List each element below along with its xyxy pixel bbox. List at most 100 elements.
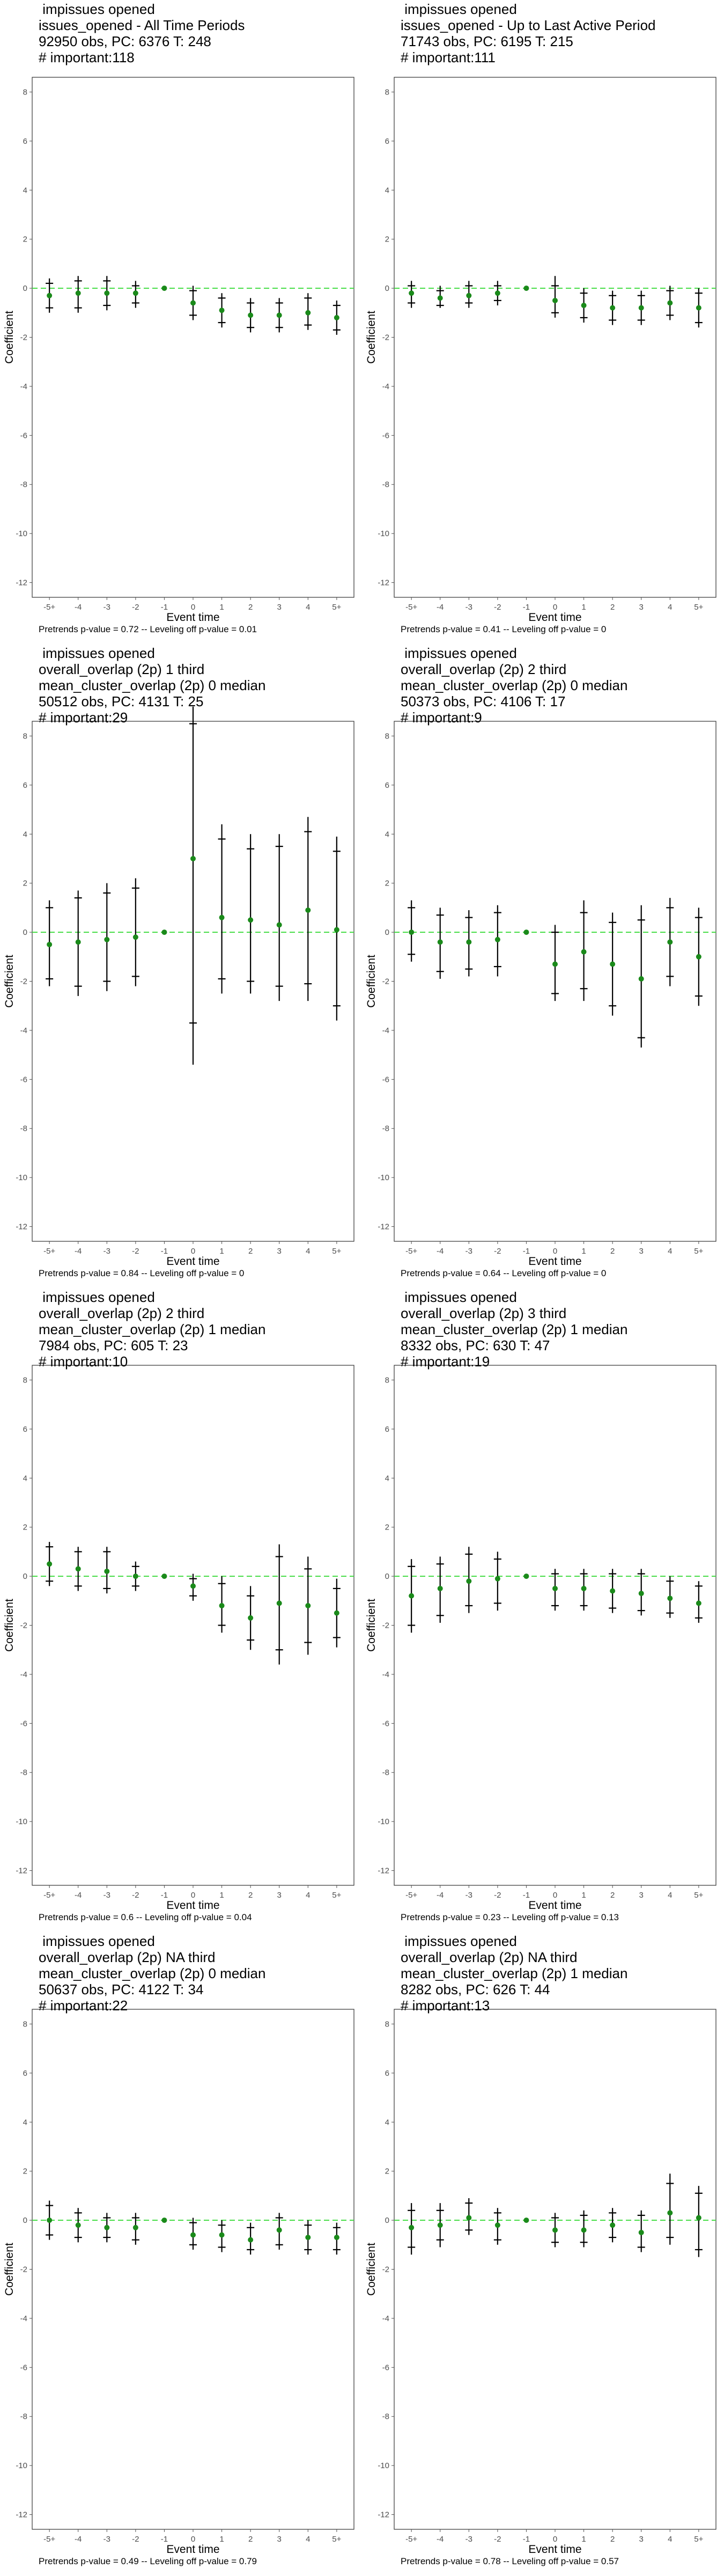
y-tick-label: 6 <box>385 137 389 146</box>
x-tick-label: 4 <box>306 1247 310 1256</box>
y-tick-label: -4 <box>20 2314 27 2323</box>
chart-title: impissues opened overall_overlap (2p) 3 t… <box>401 1289 627 1370</box>
y-tick-label: 4 <box>385 830 389 839</box>
x-tick-label: -4 <box>437 603 444 612</box>
title-line: overall_overlap (2p) 3 third <box>401 1305 567 1321</box>
x-tick-label: -4 <box>437 1891 444 1900</box>
coefficient-point <box>437 939 443 945</box>
x-axis-label: Event time <box>528 611 581 624</box>
y-tick-label: -6 <box>382 2363 389 2372</box>
y-axis-label: Coefficient <box>365 955 378 1008</box>
coefficient-point <box>190 855 196 861</box>
event-study-panel: 8 6 4 2 0 -2 -4 -6 -8 -10 -12 -5+ -4 -3 -2 -1 0 1 2 3 4 5+ Eve… <box>0 1288 362 1932</box>
y-tick-label: -12 <box>378 579 389 588</box>
title-line: 50512 obs, PC: 4131 T: 25 <box>39 693 204 709</box>
y-tick-label: 8 <box>385 731 389 741</box>
y-tick-label: -10 <box>378 2461 389 2470</box>
coefficient-point <box>248 2237 254 2243</box>
x-tick-label: 5+ <box>694 603 703 612</box>
chart-title: impissues opened issues_opened - All Time… <box>39 1 245 65</box>
y-tick-label: 8 <box>385 1375 389 1385</box>
x-tick-label: 1 <box>581 1891 586 1900</box>
x-tick-label: 4 <box>306 1891 310 1900</box>
y-tick-label: -2 <box>382 333 389 342</box>
x-tick-label: -3 <box>466 1247 472 1256</box>
x-tick-label: 1 <box>581 2535 586 2544</box>
title-line: overall_overlap (2p) NA third <box>39 1949 216 1965</box>
coefficient-point <box>581 2227 587 2233</box>
coefficient-point <box>437 1585 443 1591</box>
coefficient-point <box>219 2232 225 2238</box>
coefficient-point <box>104 2224 110 2230</box>
coefficient-point <box>75 290 81 296</box>
coefficient-point <box>523 1574 529 1579</box>
event-study-panel: 8 6 4 2 0 -2 -4 -6 -8 -10 -12 -5+ -4 -3 -2 -1 0 1 2 3 4 5+ Eve… <box>362 1288 724 1932</box>
coefficient-point <box>437 2222 443 2228</box>
chart-title: impissues opened overall_overlap (2p) NA … <box>401 1933 627 2014</box>
y-tick-label: 0 <box>23 284 27 293</box>
x-tick-label: 1 <box>219 2535 224 2544</box>
y-tick-label: -8 <box>382 1124 389 1133</box>
coefficient-point <box>696 305 701 311</box>
x-tick-label: 5+ <box>694 1891 703 1900</box>
y-tick-label: 6 <box>385 2069 389 2078</box>
coefficient-point <box>219 1602 225 1608</box>
y-tick-label: -8 <box>382 2412 389 2421</box>
title-line: # important:29 <box>39 709 128 726</box>
title-line: impissues opened <box>39 1 155 17</box>
y-tick-label: -4 <box>20 1670 27 1679</box>
coefficient-point <box>409 930 415 935</box>
coefficient-point <box>276 922 282 928</box>
title-line: impissues opened <box>39 645 155 661</box>
y-tick-label: 6 <box>23 137 27 146</box>
event-study-panel: 8 6 4 2 0 -2 -4 -6 -8 -10 -12 -5+ -4 -3 -2 -1 0 1 2 3 4 5+ Eve… <box>0 644 362 1288</box>
p-value-note: Pretrends p-value = 0.78 -- Leveling off… <box>401 2556 619 2566</box>
x-tick-label: 0 <box>191 1891 195 1900</box>
x-tick-label: -3 <box>466 2535 472 2544</box>
y-tick-label: -12 <box>16 1867 27 1876</box>
x-tick-label: 4 <box>668 603 672 612</box>
y-tick-label: -6 <box>20 1075 27 1084</box>
coefficient-point <box>47 1561 53 1567</box>
y-tick-label: -12 <box>16 579 27 588</box>
event-study-panel: 8 6 4 2 0 -2 -4 -6 -8 -10 -12 -5+ -4 -3 -2 -1 0 1 2 3 4 5+ Eve… <box>0 1932 362 2576</box>
y-axis-label: Coefficient <box>3 1599 16 1652</box>
y-tick-label: -2 <box>20 977 27 986</box>
x-axis-label: Event time <box>528 1899 581 1912</box>
coefficient-point <box>190 1583 196 1589</box>
x-tick-label: -2 <box>132 2535 139 2544</box>
plot-area <box>394 77 716 598</box>
chart-title: impissues opened overall_overlap (2p) 1 t… <box>39 645 265 726</box>
y-tick-label: 4 <box>23 830 27 839</box>
p-value-note: Pretrends p-value = 0.64 -- Leveling off… <box>401 1268 607 1278</box>
coefficient-point <box>610 305 616 311</box>
coefficient-point <box>552 1585 558 1591</box>
x-tick-label: -1 <box>161 1247 168 1256</box>
x-tick-label: -3 <box>104 603 110 612</box>
x-tick-label: 3 <box>639 1247 644 1256</box>
x-tick-label: -5+ <box>405 2535 417 2544</box>
coefficient-point <box>494 2222 500 2228</box>
x-tick-label: 2 <box>610 603 615 612</box>
title-line: overall_overlap (2p) 2 third <box>39 1305 205 1321</box>
coefficient-point <box>190 2232 196 2238</box>
y-tick-label: -10 <box>16 2461 27 2470</box>
x-tick-label: 5+ <box>332 1247 341 1256</box>
title-line: issues_opened - All Time Periods <box>39 17 245 33</box>
coefficient-point <box>638 976 644 982</box>
coefficient-point <box>638 2229 644 2235</box>
y-tick-label: 4 <box>385 1474 389 1483</box>
y-axis-label: Coefficient <box>3 955 16 1008</box>
y-tick-label: 2 <box>23 235 27 244</box>
y-tick-label: 6 <box>23 2069 27 2078</box>
y-tick-label: -2 <box>20 2265 27 2274</box>
y-tick-label: 2 <box>385 1523 389 1532</box>
coefficient-point <box>219 308 225 313</box>
coefficient-point <box>610 961 616 967</box>
x-tick-label: 1 <box>219 1247 224 1256</box>
x-tick-label: -3 <box>104 1247 110 1256</box>
y-axis-label: Coefficient <box>365 311 378 364</box>
x-tick-label: 2 <box>248 2535 253 2544</box>
y-tick-label: 6 <box>23 781 27 790</box>
